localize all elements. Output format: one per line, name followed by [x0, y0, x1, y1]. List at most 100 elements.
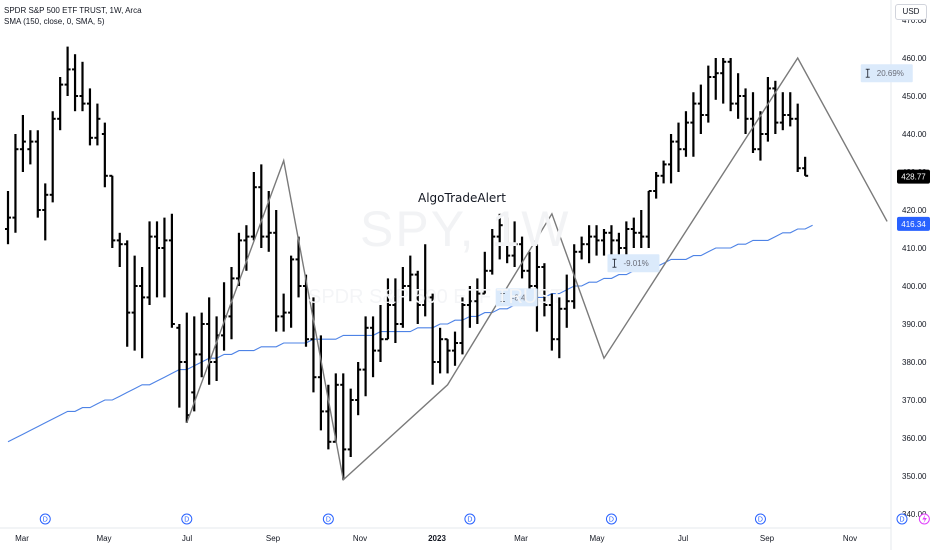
time-axis[interactable]: Mar May Jul Sep Nov 2023 Mar May Jul Sep Nov: [15, 534, 857, 543]
ohlc-bar: [57, 77, 64, 131]
ohlc-bar: [668, 134, 675, 184]
ohlc-bar: [332, 373, 339, 443]
x-tick-label: Jul: [182, 534, 192, 543]
ohlc-bar: [139, 267, 146, 359]
ohlc-bar: [794, 103, 801, 172]
ohlc-bar: [42, 183, 49, 241]
annotation-layer: -8.4 -9.01% 20.69%: [495, 64, 913, 307]
ohlc-bar: [72, 54, 79, 112]
annotation-label: -9.01%: [623, 259, 648, 268]
y-tick-label: 340.00: [902, 510, 927, 519]
currency-button[interactable]: USD: [895, 4, 927, 20]
ohlc-bar: [347, 388, 354, 457]
x-tick-label: Sep: [266, 534, 281, 543]
indicator-legend[interactable]: SMA (150, close, 0, SMA, 5): [4, 17, 105, 26]
dividend-icon: D: [896, 513, 908, 525]
ohlc-bar: [593, 225, 600, 256]
ohlc-bar: [787, 92, 794, 127]
y-tick-label: 390.00: [902, 320, 927, 329]
ohlc-bar: [697, 84, 704, 134]
x-tick-label: Sep: [760, 534, 775, 543]
ohlc-bar: [742, 88, 749, 134]
ohlc-bar: [94, 103, 101, 146]
ohlc-bar: [19, 115, 26, 172]
x-tick-label: Nov: [843, 534, 857, 543]
dividend-icon: D: [39, 513, 51, 525]
ohlc-bar: [64, 46, 71, 96]
annotation-label: 20.69%: [877, 69, 904, 78]
ohlc-bar: [27, 130, 34, 165]
ohlc-bar: [437, 327, 444, 374]
price-tags-layer: 428.77 416.34: [897, 169, 930, 231]
ohlc-bar: [340, 373, 347, 480]
ohlc-bar: [116, 232, 123, 267]
y-tick-label: 440.00: [902, 130, 927, 139]
ohlc-bar: [288, 255, 295, 328]
ohlc-bar: [370, 316, 377, 378]
ohlc-bar: [34, 130, 41, 218]
ohlc-bar: [86, 88, 93, 146]
sma-line: [7, 224, 813, 443]
ohlc-bar: [317, 335, 324, 431]
ohlc-bar: [504, 217, 511, 264]
ohlc-bar: [452, 331, 458, 366]
ohlc-bar: [757, 111, 764, 161]
watermark-name: SPDR S&P 500 ETF TRUST: [308, 286, 563, 308]
dividend-letter: D: [43, 517, 48, 524]
ohlc-bar: [109, 174, 116, 248]
ohlc-bar: [377, 305, 384, 362]
ohlc-bar: [638, 210, 645, 248]
x-tick-label: Mar: [15, 534, 29, 543]
dividend-icon: D: [322, 513, 334, 525]
annotation-box: [607, 254, 660, 273]
ohlc-bar: [459, 297, 466, 355]
ohlc-bar: [168, 213, 175, 328]
ohlc-bar: [548, 293, 555, 351]
ohlc-bar: [444, 338, 451, 374]
ohlc-bar: [519, 236, 526, 279]
ohlc-bar: [586, 225, 593, 264]
y-tick-label: 460.00: [902, 54, 927, 63]
y-tick-label: 360.00: [902, 434, 927, 443]
y-tick-label: 400.00: [902, 282, 927, 291]
dividend-letter: D: [326, 517, 331, 524]
ohlc-bar: [5, 191, 11, 245]
ohlc-bar: [466, 286, 473, 328]
ohlc-bar: [675, 122, 682, 172]
measure-annotation: -9.01%: [607, 254, 660, 273]
ohlc-bar: [764, 77, 771, 142]
ohlc-bar: [489, 229, 496, 275]
ohlc-bar: [414, 270, 421, 324]
y-tick-label: 410.00: [902, 244, 927, 253]
ohlc-bar: [481, 251, 488, 295]
ohlc-bar: [660, 160, 667, 184]
dividend-circle: [605, 513, 617, 525]
ohlc-bar: [154, 221, 160, 298]
ohlc-bar: [705, 65, 712, 123]
ohlc-bar: [563, 274, 570, 328]
ohlc-bar: [474, 278, 481, 324]
ohlc-bar: [645, 190, 652, 248]
dividend-icon: D: [754, 513, 766, 525]
dividend-circle: [896, 513, 908, 525]
ohlc-bar: [295, 236, 302, 298]
dividend-icon: D: [605, 513, 617, 525]
ohlc-bar: [258, 164, 265, 248]
ohlc-bar: [712, 58, 719, 100]
ohlc-bar: [124, 240, 131, 347]
dividend-circle: [464, 513, 476, 525]
x-tick-label: Mar: [514, 534, 528, 543]
ohlc-bar: [79, 61, 86, 112]
ohlc-bar: [280, 293, 287, 332]
annotation-box: [860, 64, 913, 83]
sma-price-box: [897, 216, 930, 231]
ohlc-bar: [630, 217, 637, 248]
dividend-circle: [322, 513, 334, 525]
ohlc-bar: [727, 58, 734, 112]
ohlc-bar: [325, 384, 332, 450]
ohlc-bar: [556, 297, 563, 359]
last-price-box: [897, 169, 930, 184]
dividend-letter: D: [609, 517, 614, 524]
ohlc-bar: [355, 362, 362, 416]
